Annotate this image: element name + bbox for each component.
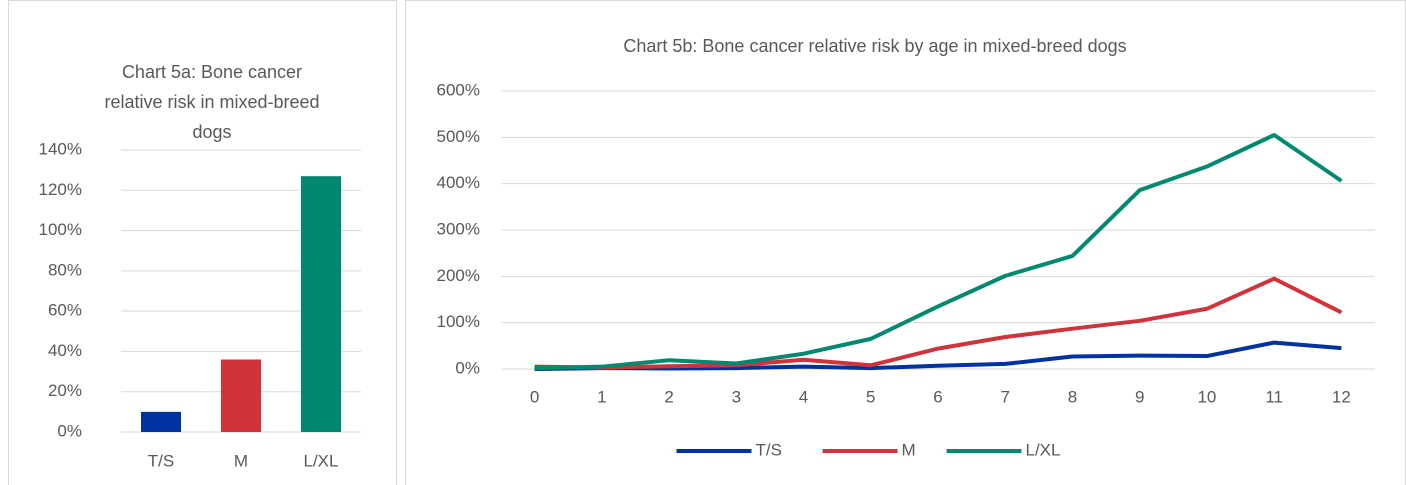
x-tick-label: L/XL <box>304 451 339 470</box>
x-tick-label: 6 <box>933 387 942 406</box>
x-tick-label: 0 <box>530 387 539 406</box>
legend-label: T/S <box>756 440 782 459</box>
y-tick-label: 120% <box>39 180 82 199</box>
bar <box>301 176 341 432</box>
bar <box>141 411 181 432</box>
chart-title: Chart 5a: Bone cancer relative risk in m… <box>104 62 320 142</box>
x-tick-label: 5 <box>866 387 875 406</box>
y-tick-label: 300% <box>437 219 480 238</box>
line <box>534 276 1343 370</box>
y-tick-label: 0% <box>455 358 480 377</box>
chart-title: Chart 5b: Bone cancer relative risk by a… <box>623 36 1126 56</box>
y-tick-label: 600% <box>437 80 480 99</box>
y-tick-label: 200% <box>437 266 480 285</box>
x-tick-label: 10 <box>1197 387 1216 406</box>
y-tick-label: 80% <box>48 260 82 279</box>
panel <box>405 0 1406 485</box>
x-tick-label: 11 <box>1265 387 1283 406</box>
y-tick-label: 40% <box>48 341 82 360</box>
legend-label: M <box>902 440 916 459</box>
x-tick-label: M <box>234 451 248 470</box>
x-tick-label: 3 <box>732 387 741 406</box>
x-tick-label: 1 <box>597 387 606 406</box>
line <box>534 340 1342 371</box>
y-tick-label: 140% <box>39 139 82 158</box>
legend-label: L/XL <box>1026 440 1061 459</box>
y-tick-label: 400% <box>437 173 480 192</box>
y-tick-label: 500% <box>437 127 480 146</box>
x-tick-label: T/S <box>148 451 174 470</box>
x-tick-label: 12 <box>1332 387 1351 406</box>
bar <box>221 359 261 432</box>
y-tick-label: 20% <box>48 381 82 400</box>
x-tick-label: 2 <box>664 387 673 406</box>
x-tick-label: 8 <box>1068 387 1077 406</box>
x-tick-label: 7 <box>1000 387 1009 406</box>
y-tick-label: 0% <box>57 421 82 440</box>
y-tick-label: 100% <box>39 220 82 239</box>
x-tick-label: 9 <box>1135 387 1144 406</box>
line <box>534 133 1343 371</box>
y-tick-label: 60% <box>48 301 82 320</box>
x-tick-label: 4 <box>799 387 808 406</box>
y-tick-label: 100% <box>437 312 480 331</box>
